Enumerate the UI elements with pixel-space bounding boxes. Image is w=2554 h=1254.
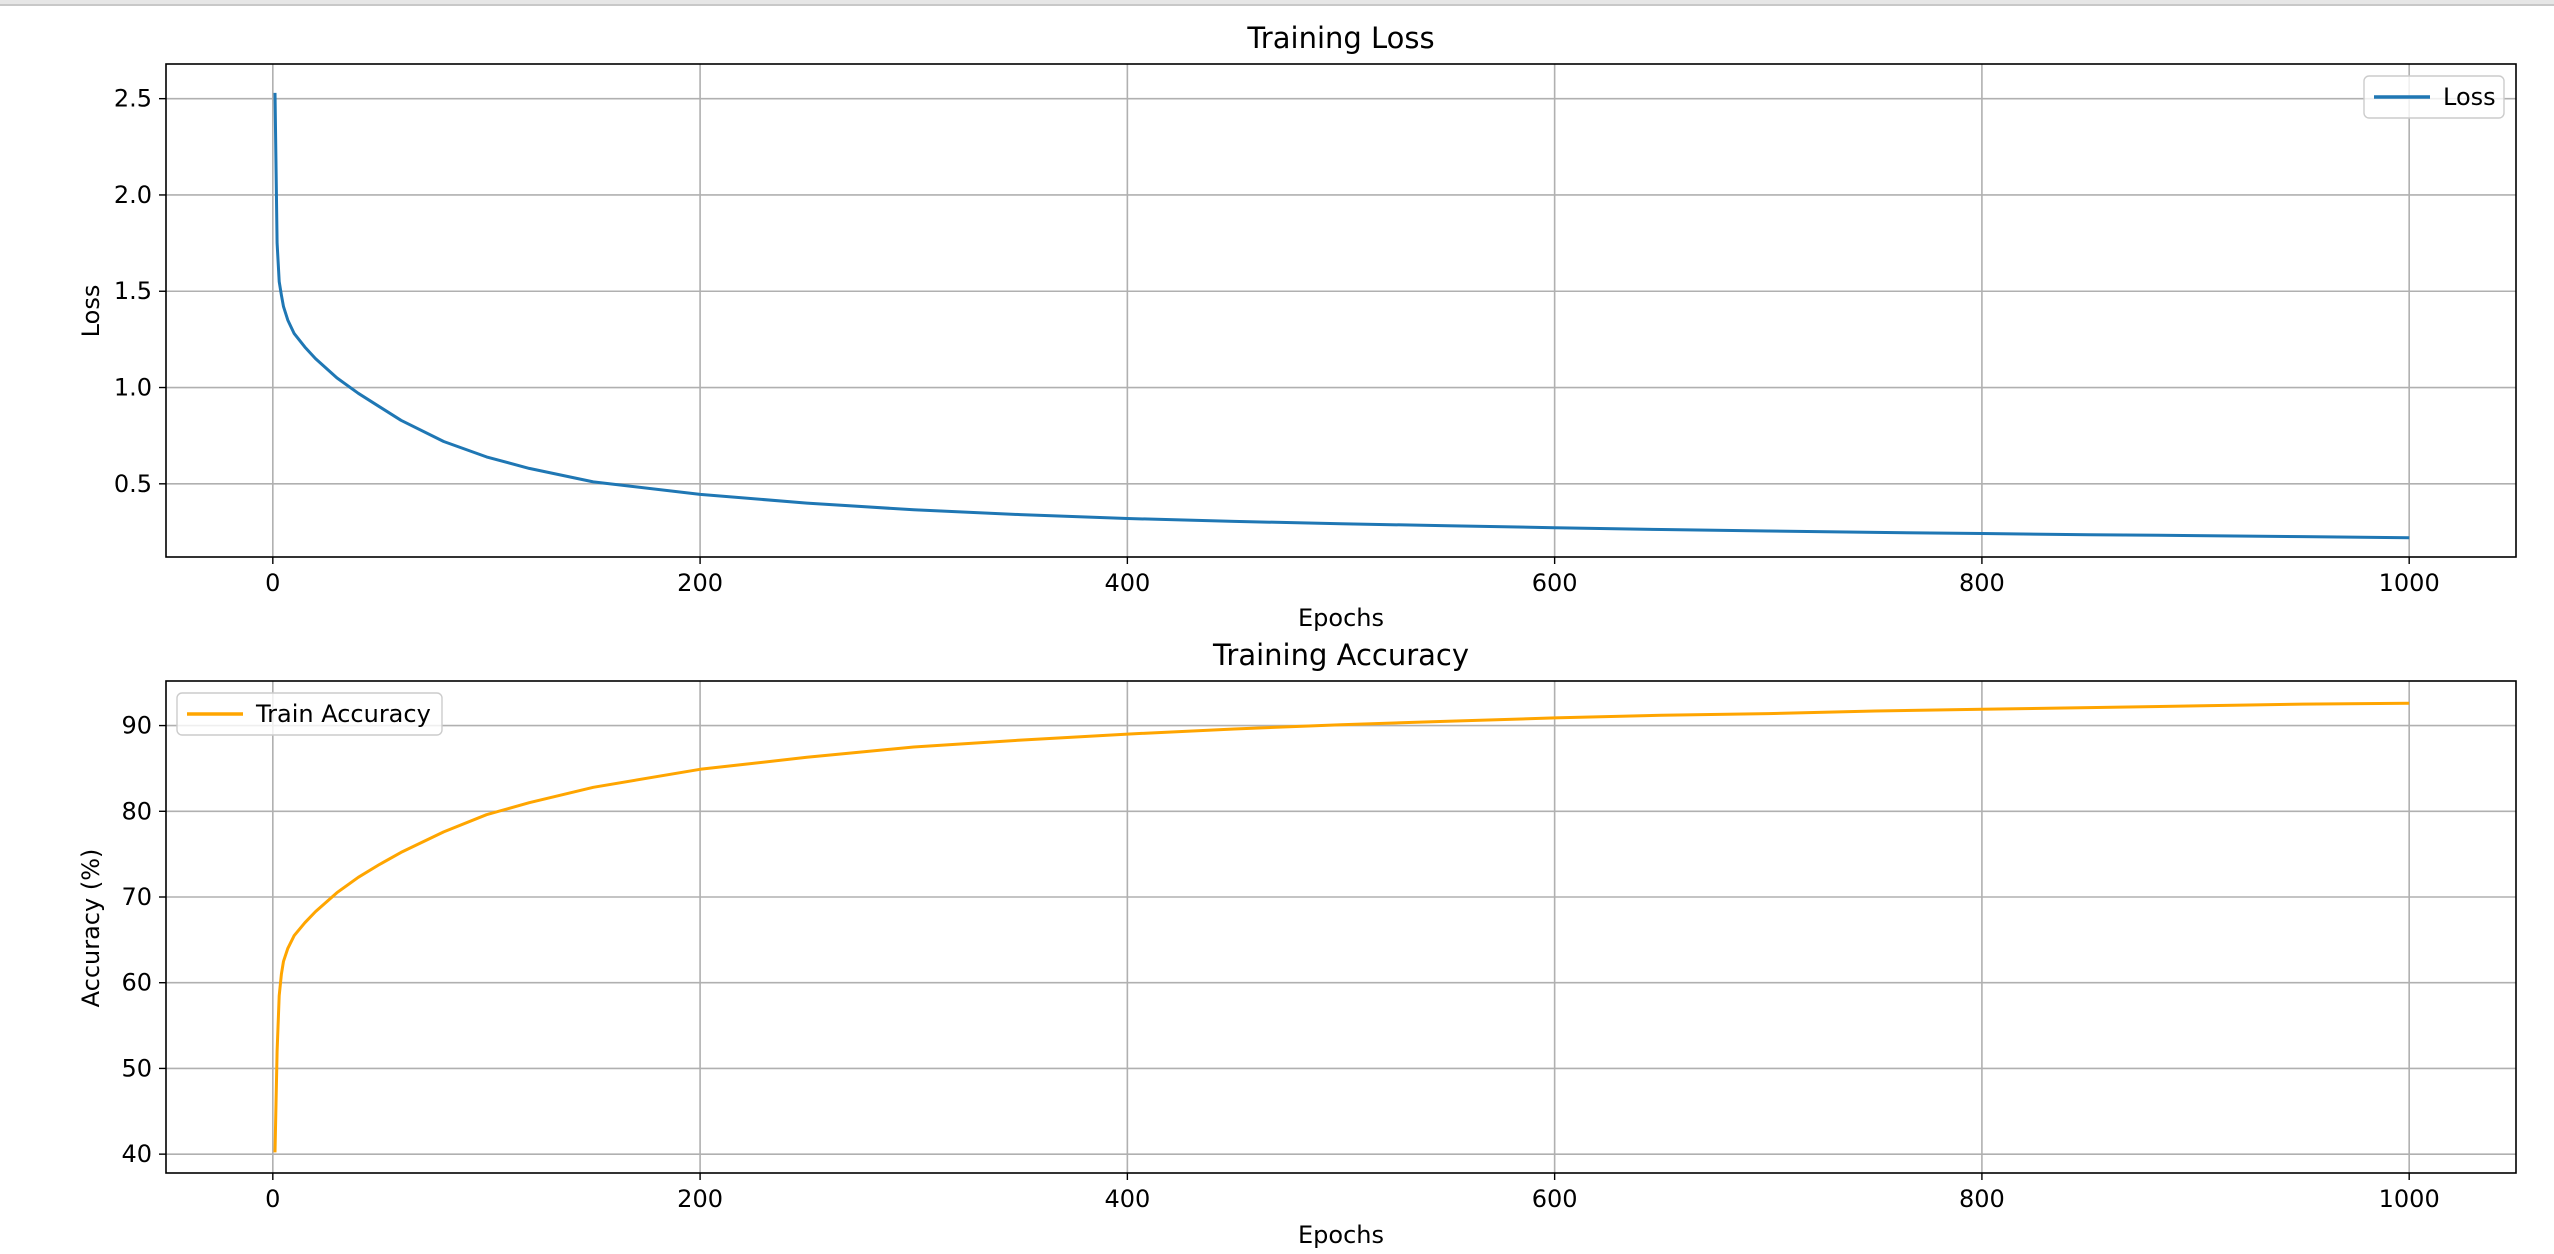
loss-legend: Loss xyxy=(2363,75,2505,119)
accuracy-x-tick-label: 0 xyxy=(265,1185,280,1213)
loss-x-tick-label: 200 xyxy=(677,569,723,597)
loss-y-tick-label: 1.5 xyxy=(114,277,152,305)
accuracy-y-tick-label: 50 xyxy=(121,1054,152,1082)
accuracy-chart-title: Training Accuracy xyxy=(1212,638,1469,672)
accuracy-legend: Train Accuracy xyxy=(176,692,443,736)
accuracy-x-tick-label: 800 xyxy=(1959,1185,2005,1213)
accuracy-y-tick-label: 80 xyxy=(121,797,152,825)
loss-y-tick-label: 2.0 xyxy=(114,181,152,209)
loss-y-tick-label: 1.0 xyxy=(114,374,152,402)
accuracy-axes-frame xyxy=(165,680,2517,1174)
accuracy-ticks: 0 200 400 600 800 1000 40 50 60 70 80 90 xyxy=(121,712,2439,1213)
loss-y-tick-label: 0.5 xyxy=(114,470,152,498)
accuracy-x-tick-label: 400 xyxy=(1104,1185,1150,1213)
loss-chart-title: Training Loss xyxy=(1246,21,1434,55)
accuracy-plot-area xyxy=(166,681,2516,1173)
accuracy-x-axis-label: Epochs xyxy=(1298,1221,1384,1249)
accuracy-x-tick-label: 600 xyxy=(1532,1185,1578,1213)
accuracy-x-tick-label: 200 xyxy=(677,1185,723,1213)
accuracy-series xyxy=(273,701,2410,1153)
accuracy-y-tick-label: 40 xyxy=(121,1140,152,1168)
loss-x-tick-label: 0 xyxy=(265,569,280,597)
accuracy-legend-box xyxy=(176,692,443,736)
loss-series xyxy=(273,92,2410,540)
loss-x-tick-label: 400 xyxy=(1104,569,1150,597)
loss-axes-frame xyxy=(165,63,2517,558)
loss-x-tick-label: 600 xyxy=(1532,569,1578,597)
accuracy-chart: 0 200 400 600 800 1000 40 50 60 70 80 90 Training A… xyxy=(77,638,2517,1249)
window-top-edge xyxy=(0,0,2554,6)
accuracy-y-axis-label: Accuracy (%) xyxy=(77,849,105,1008)
accuracy-grid xyxy=(166,681,2516,1173)
loss-legend-box xyxy=(2363,75,2505,119)
accuracy-x-tick-label: 1000 xyxy=(2379,1185,2440,1213)
accuracy-y-tick-label: 70 xyxy=(121,883,152,911)
loss-series-line xyxy=(273,92,2410,540)
accuracy-series-line xyxy=(273,701,2410,1153)
loss-ticks: 0 200 400 600 800 1000 0.5 1.0 1.5 2.0 2.5 xyxy=(114,85,2440,597)
accuracy-y-tick-label: 60 xyxy=(121,969,152,997)
accuracy-y-tick-label: 90 xyxy=(121,712,152,740)
loss-y-axis-label: Loss xyxy=(77,285,105,338)
loss-chart: 0 200 400 600 800 1000 0.5 1.0 1.5 2.0 2.5 Trainin… xyxy=(77,21,2517,632)
loss-y-tick-label: 2.5 xyxy=(114,85,152,113)
loss-legend-label: Loss xyxy=(2443,83,2496,111)
loss-x-tick-label: 1000 xyxy=(2379,569,2440,597)
accuracy-legend-label: Train Accuracy xyxy=(255,700,431,728)
loss-x-tick-label: 800 xyxy=(1959,569,2005,597)
loss-grid xyxy=(166,64,2516,557)
loss-x-axis-label: Epochs xyxy=(1298,604,1384,632)
